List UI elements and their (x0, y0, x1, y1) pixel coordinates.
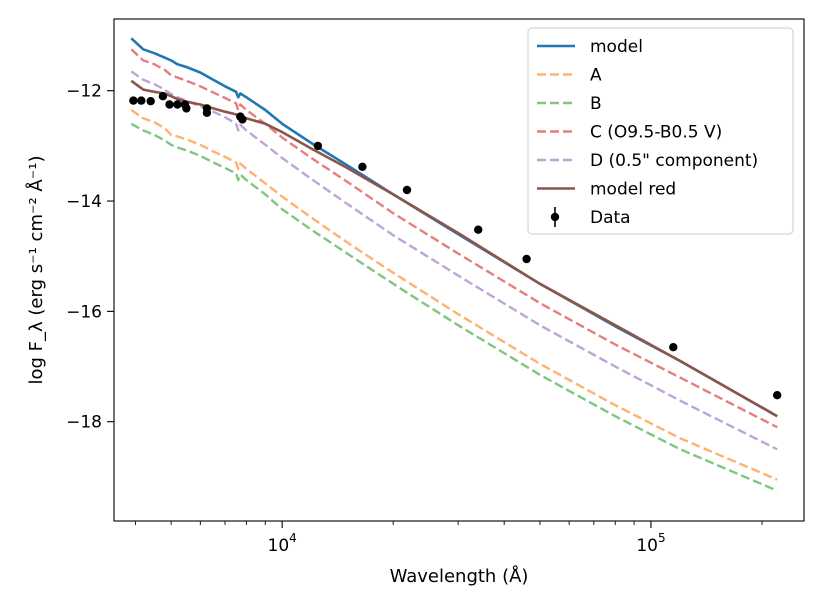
legend-label: B (590, 94, 602, 114)
data-point (773, 391, 782, 400)
data-point (182, 104, 191, 113)
y-axis-label: log F_λ (erg s⁻¹ cm⁻² Å⁻¹) (25, 156, 47, 385)
data-point (202, 108, 212, 118)
data-point (669, 343, 678, 352)
x-axis-label: Wavelength (Å) (390, 565, 529, 587)
legend-label: model red (590, 180, 676, 200)
y-tick-label: −18 (66, 413, 102, 433)
data-point (158, 92, 168, 101)
legend-label: A (590, 66, 602, 86)
legend-marker (550, 212, 560, 222)
y-axis-ticks: −12 −14 −16 −18 (66, 82, 114, 433)
legend-box (527, 27, 794, 235)
legend-items: model AB C (O9.5-B0.5 V) D (0.5" component)… (537, 37, 758, 228)
x-tick-exponent: 5 (658, 531, 666, 545)
data-point (173, 100, 182, 109)
data-point (238, 115, 247, 124)
legend-label: Data (590, 208, 631, 228)
legend-label: D (0.5" component) (590, 151, 758, 171)
y-tick-label: −14 (66, 192, 102, 212)
series-line-1 (130, 109, 778, 481)
y-tick-label: −16 (66, 302, 102, 322)
legend-label: C (O9.5-B0.5 V) (590, 123, 722, 143)
legend: model AB C (O9.5-B0.5 V) D (0.5" component)… (527, 27, 794, 235)
series-line-3 (130, 48, 778, 429)
series-line-2 (130, 122, 778, 492)
y-tick-label: −12 (66, 82, 102, 102)
data-point (165, 100, 174, 109)
data-point (146, 97, 155, 106)
x-tick-exponent: 4 (289, 531, 297, 545)
data-points (129, 92, 782, 400)
data-point (313, 141, 323, 151)
legend-label: model (590, 37, 643, 57)
data-point (129, 96, 138, 105)
data-point (522, 254, 531, 264)
data-point (358, 162, 367, 171)
data-point (137, 96, 146, 105)
data-point (402, 185, 412, 195)
data-point (474, 225, 483, 234)
series-line-4 (130, 70, 778, 451)
plot-frame (113, 18, 805, 522)
